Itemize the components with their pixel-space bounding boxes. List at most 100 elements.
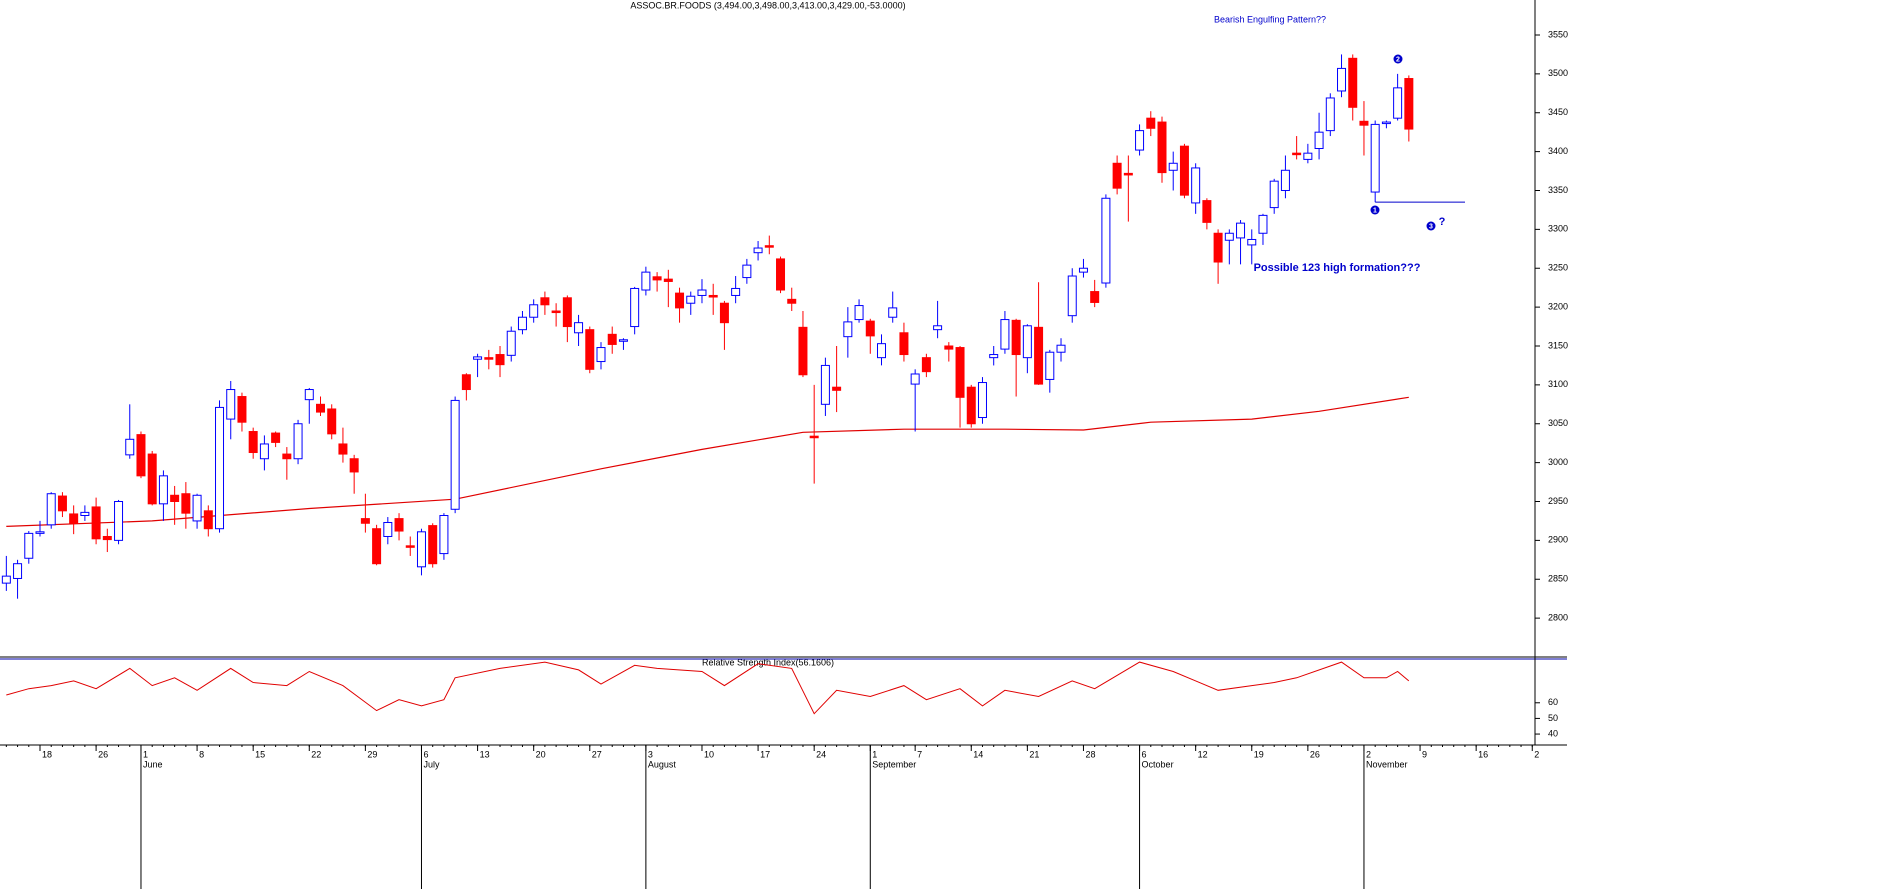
candle-body [1179, 145, 1189, 196]
candle-body [349, 458, 359, 473]
candle-body [529, 304, 539, 318]
x-tick-label: 8 [199, 749, 204, 759]
y-tick-label: 2850 [1548, 574, 1568, 584]
x-tick-label: 16 [1478, 749, 1488, 759]
marker-circle [1370, 205, 1380, 215]
candle-body [46, 493, 56, 526]
candle-body [1101, 197, 1111, 284]
candle-body [1348, 57, 1358, 108]
x-tick-label: 28 [1085, 749, 1095, 759]
x-tick-label: 1 [143, 749, 148, 759]
candle-body [24, 532, 34, 559]
x-tick-label: 13 [480, 749, 490, 759]
candle-body [1224, 232, 1234, 241]
candle-body [304, 389, 314, 401]
rsi-line [6, 661, 1410, 715]
candle-body [1000, 319, 1010, 350]
x-tick-label: 22 [311, 749, 321, 759]
candle-body [641, 271, 651, 291]
y-tick-label: 3100 [1548, 379, 1568, 389]
candle-body [966, 386, 976, 425]
y-tick-label: 3050 [1548, 418, 1568, 428]
candle-body [742, 264, 752, 279]
candle-body [877, 343, 886, 359]
candle-body [719, 302, 729, 324]
candle-body [360, 518, 370, 524]
candle-body [1078, 267, 1088, 273]
candle-body [910, 373, 920, 385]
y-tick-label: 3350 [1548, 185, 1568, 195]
candle-body [69, 513, 79, 524]
candle-body [731, 287, 741, 296]
candle-body [686, 295, 696, 304]
candle-body [517, 316, 527, 331]
x-tick-label: 27 [592, 749, 602, 759]
x-tick-label: 6 [423, 749, 428, 759]
marker-label: 1 [1373, 207, 1377, 214]
candle-body [439, 514, 449, 555]
y-tick-label: 3400 [1548, 146, 1568, 156]
x-tick-label: 12 [1198, 749, 1208, 759]
candle-body [1157, 121, 1167, 174]
x-tick-label: 6 [1142, 749, 1147, 759]
candle-body [843, 321, 853, 338]
candle-body [540, 297, 550, 306]
x-tick-label: 3 [648, 749, 653, 759]
candle-body [316, 403, 325, 413]
candle-body [80, 511, 90, 516]
candle-body [158, 475, 168, 505]
candle-body [237, 396, 247, 423]
candle-body [473, 356, 483, 360]
candle-body [888, 307, 898, 318]
candle-body [495, 354, 505, 366]
candle-body [675, 292, 685, 309]
candle-body [652, 276, 662, 281]
y-tick-label: 3150 [1548, 340, 1568, 350]
marker-label: 3 [1429, 223, 1433, 230]
x-tick-label: 26 [98, 749, 108, 759]
x-tick-label: 14 [973, 749, 983, 759]
candle-body [989, 354, 999, 359]
candle-body [327, 408, 337, 435]
candle-body [1, 575, 11, 584]
annotation: Possible 123 high formation??? [1254, 262, 1421, 274]
candle-body [1370, 123, 1380, 193]
candle-body [787, 298, 797, 304]
candle-body [596, 347, 606, 363]
candle-body [1280, 169, 1290, 191]
candle-body [203, 510, 213, 530]
candle-body [461, 374, 471, 391]
candle-body [181, 493, 191, 514]
candle-body [416, 531, 426, 568]
candle-body [1269, 180, 1279, 209]
candle-body [798, 326, 808, 376]
candle-body [226, 389, 236, 420]
x-tick-label: 24 [816, 749, 826, 759]
y-tick-label: 3000 [1548, 457, 1568, 467]
candle-body [1022, 325, 1032, 359]
moving-average [6, 396, 1409, 527]
candle-body [147, 453, 157, 505]
candle-body [1314, 131, 1324, 150]
candle-body [618, 339, 628, 342]
y-tick-label: 3450 [1548, 107, 1568, 117]
x-tick-label: 15 [255, 749, 265, 759]
candle-body [1381, 121, 1391, 125]
candle-body [1067, 275, 1077, 317]
candle-body [1359, 120, 1369, 126]
candle-body [484, 357, 494, 360]
candle-body [125, 438, 135, 456]
rsi-title: Relative Strength Index(56.1606) [702, 657, 834, 667]
candle-body [428, 525, 438, 565]
x-tick-label: 20 [536, 749, 546, 759]
candle-body [282, 453, 292, 460]
candle-body [293, 423, 303, 460]
x-tick-label: 17 [760, 749, 770, 759]
candle-body [820, 364, 830, 405]
marker-circle [1393, 54, 1403, 64]
candle-body [1135, 130, 1145, 151]
candle-body [271, 432, 281, 443]
candle-body [114, 500, 124, 541]
